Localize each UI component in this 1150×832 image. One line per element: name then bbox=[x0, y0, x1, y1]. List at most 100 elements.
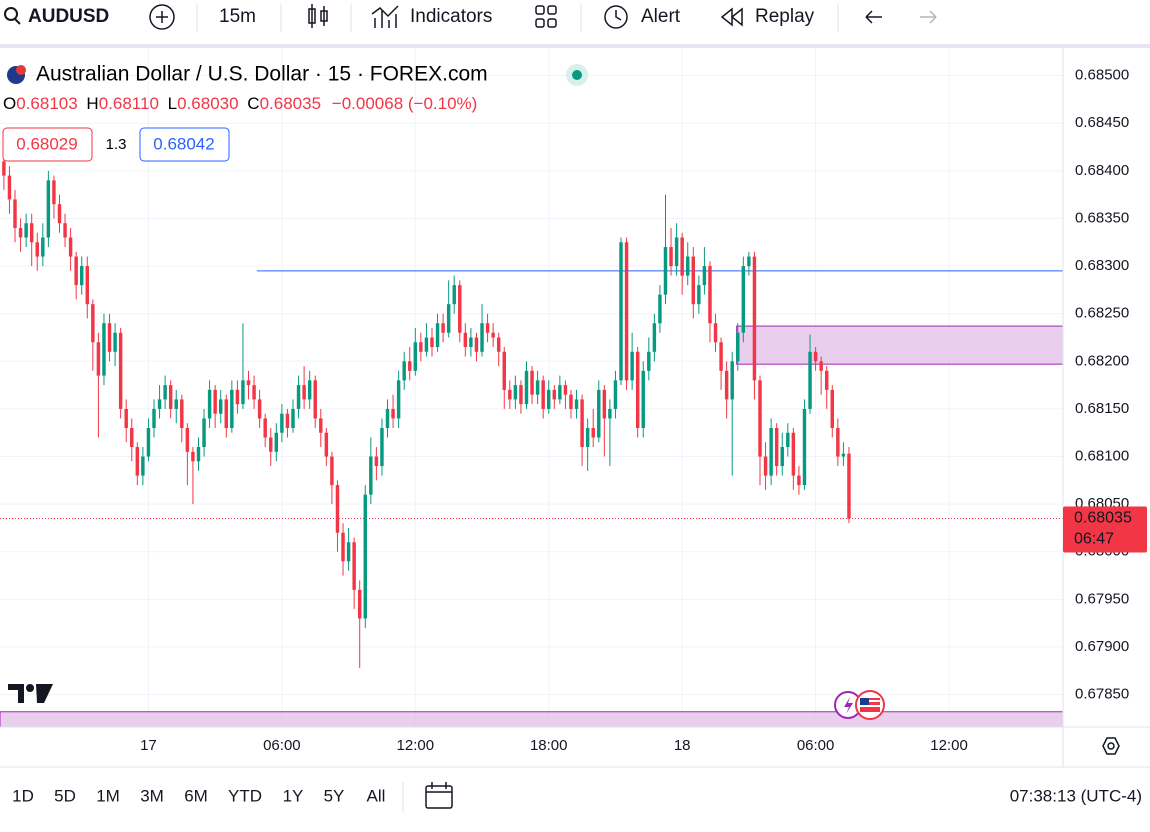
candle-body bbox=[380, 427, 384, 467]
candle-body bbox=[185, 427, 190, 452]
candle-body bbox=[641, 370, 645, 428]
candle-body bbox=[752, 256, 757, 381]
last-price-tag bbox=[1063, 506, 1147, 553]
candle-body bbox=[41, 237, 45, 257]
layouts-button[interactable] bbox=[535, 5, 557, 28]
candle-body bbox=[502, 351, 506, 390]
candle-body bbox=[602, 389, 607, 419]
symbol-search[interactable]: AUDUSD bbox=[4, 6, 109, 27]
candle-body bbox=[385, 408, 390, 428]
candle-body bbox=[213, 389, 217, 414]
candle-body bbox=[13, 199, 17, 228]
candle-body bbox=[524, 370, 529, 405]
alert-label[interactable]: Alert bbox=[641, 6, 681, 27]
alert-button[interactable]: Alert bbox=[604, 5, 681, 29]
replay-button[interactable]: Replay bbox=[720, 6, 815, 27]
candle-body bbox=[74, 256, 78, 286]
candle-body bbox=[519, 385, 523, 405]
candle-body bbox=[824, 370, 829, 390]
symbol[interactable]: AUDUSD bbox=[28, 6, 109, 27]
candle-body bbox=[396, 380, 401, 419]
candle-body bbox=[18, 227, 23, 238]
candle-body bbox=[296, 385, 301, 409]
candle-body bbox=[68, 237, 73, 257]
y-tick-label: 0.68450 bbox=[1075, 114, 1129, 131]
spread: 1.3 bbox=[106, 136, 127, 153]
candle-body bbox=[496, 337, 501, 352]
candle-body bbox=[741, 266, 746, 333]
candle-body bbox=[574, 399, 579, 409]
y-tick-label: 0.67950 bbox=[1075, 590, 1129, 607]
top-toolbar: AUDUSD 15m Indicators Alert bbox=[4, 4, 937, 32]
range-button[interactable]: 3M bbox=[140, 786, 164, 805]
ohlc-label: L bbox=[168, 94, 177, 113]
candle-body bbox=[430, 337, 434, 348]
candle-body bbox=[207, 389, 212, 419]
candle-body bbox=[118, 332, 123, 409]
candle-body bbox=[674, 237, 679, 267]
candle-body bbox=[7, 175, 12, 200]
candle-body bbox=[597, 389, 601, 438]
range-button[interactable]: YTD bbox=[228, 786, 262, 805]
candle-body bbox=[241, 380, 245, 405]
range-button[interactable]: All bbox=[367, 786, 386, 805]
candle-body bbox=[541, 380, 545, 409]
candle-body bbox=[202, 418, 206, 448]
candle-body bbox=[669, 247, 673, 267]
candle-body bbox=[302, 385, 306, 400]
y-tick-label: 0.68300 bbox=[1075, 257, 1129, 274]
candle-body bbox=[585, 427, 590, 448]
compare-button[interactable] bbox=[149, 4, 175, 30]
candle-body bbox=[774, 427, 779, 467]
candle-body bbox=[547, 389, 551, 409]
candle-body bbox=[619, 242, 623, 381]
candle-body bbox=[697, 285, 701, 305]
range-button[interactable]: 1Y bbox=[283, 786, 304, 805]
buy-button[interactable] bbox=[139, 127, 230, 162]
clock[interactable]: 07:38:13 (UTC-4) bbox=[1010, 786, 1142, 805]
candle-body bbox=[107, 323, 112, 352]
candle-body bbox=[613, 380, 618, 409]
range-button[interactable]: 6M bbox=[184, 786, 208, 805]
settings-button[interactable] bbox=[1102, 737, 1120, 755]
undo-button[interactable] bbox=[865, 10, 882, 24]
candle-body bbox=[263, 418, 267, 438]
sell-button[interactable] bbox=[2, 127, 93, 162]
buy-price[interactable]: 0.68042 bbox=[153, 134, 214, 153]
range-button[interactable]: 1D bbox=[12, 786, 34, 805]
candle-body bbox=[446, 304, 451, 333]
sell-price[interactable]: 0.68029 bbox=[16, 134, 77, 153]
redo-button[interactable] bbox=[920, 10, 937, 24]
ohlc-value: 0.68103 bbox=[16, 94, 77, 113]
candle-body bbox=[280, 413, 284, 433]
candle-body bbox=[330, 456, 334, 486]
candle-body bbox=[180, 399, 184, 428]
candle-body bbox=[285, 413, 290, 428]
candle-body bbox=[680, 237, 684, 276]
replay-label[interactable]: Replay bbox=[755, 6, 815, 27]
candle-body bbox=[374, 456, 379, 467]
date-range-button[interactable] bbox=[425, 782, 453, 809]
zone bbox=[736, 325, 1063, 365]
chart-type-button[interactable] bbox=[308, 4, 328, 28]
indicators-label[interactable]: Indicators bbox=[410, 6, 492, 27]
candle-body bbox=[763, 456, 768, 476]
range-button[interactable]: 5D bbox=[54, 786, 76, 805]
range-bar: 07:38:13 (UTC-4) 1D 5D 1M 3M 6M YTD 1Y 5Y All bbox=[12, 782, 1142, 812]
tradingview-logo[interactable] bbox=[8, 684, 53, 703]
range-button[interactable]: 5Y bbox=[324, 786, 345, 805]
candle-body bbox=[535, 380, 540, 395]
candle-body bbox=[174, 399, 178, 409]
candle-body bbox=[724, 370, 729, 400]
last-price-label: 0.68035 bbox=[1074, 510, 1132, 527]
candle-body bbox=[146, 427, 151, 457]
candle-body bbox=[552, 389, 557, 400]
indicators-button[interactable]: Indicators bbox=[371, 5, 492, 28]
interval[interactable]: 15m bbox=[219, 6, 256, 27]
event-icons[interactable] bbox=[834, 690, 885, 720]
range-button[interactable]: 1M bbox=[96, 786, 120, 805]
candle-body bbox=[813, 351, 818, 362]
candle-body bbox=[647, 351, 651, 371]
candle-body bbox=[780, 447, 784, 467]
y-tick-label: 0.67900 bbox=[1075, 638, 1129, 655]
